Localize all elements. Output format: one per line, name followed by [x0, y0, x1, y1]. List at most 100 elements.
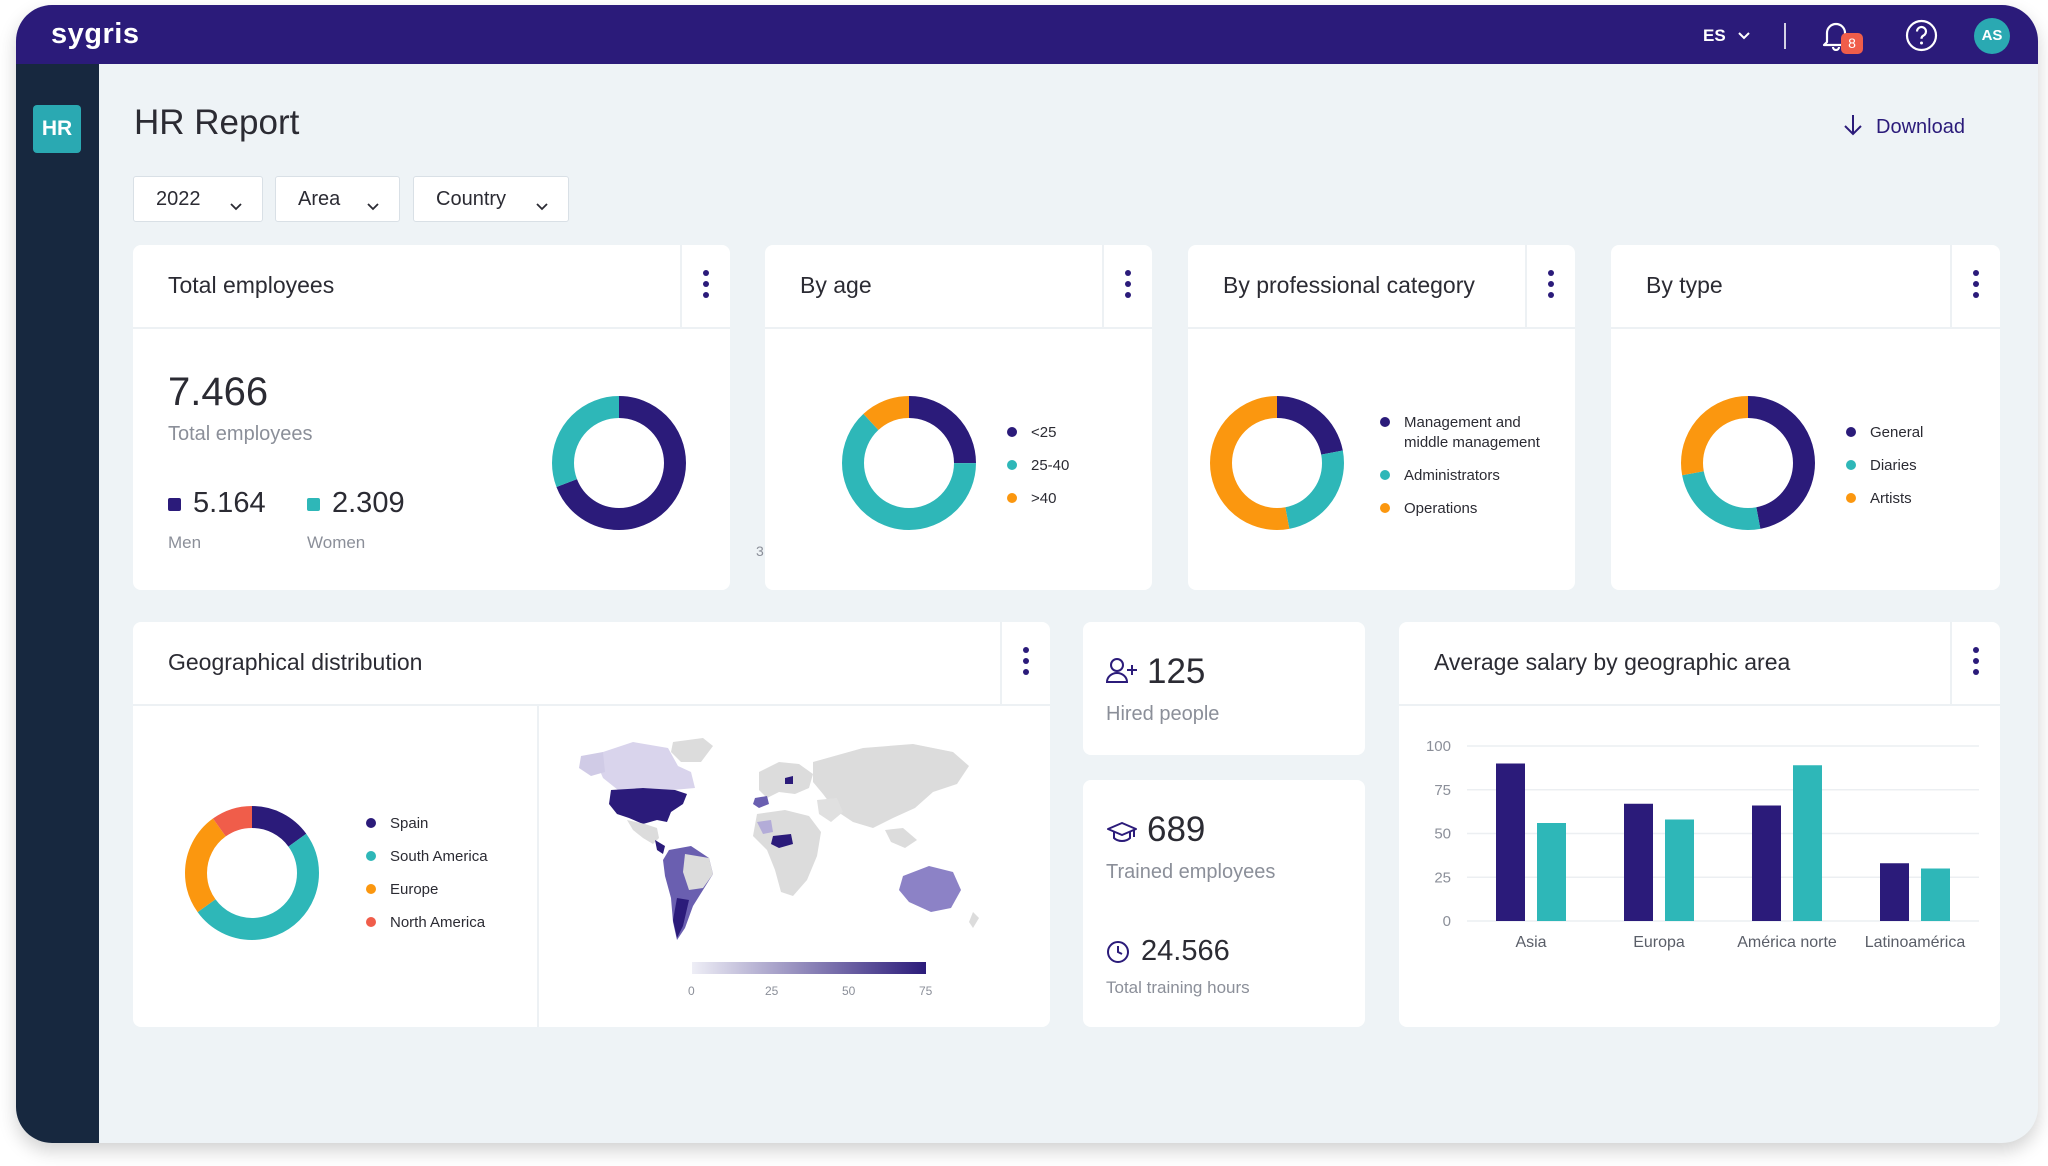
- legend-label-line: middle management: [1404, 434, 1540, 451]
- card-menu-button[interactable]: [1000, 622, 1050, 704]
- country-filter[interactable]: Country: [413, 176, 569, 222]
- x-tick-label: Latinoamérica: [1865, 934, 1966, 951]
- bar: [1793, 765, 1822, 921]
- map-region-spain: [753, 796, 769, 808]
- topbar-divider: [1784, 23, 1786, 49]
- notifications-button[interactable]: 8: [1821, 19, 1863, 55]
- area-filter-label: Area: [298, 187, 341, 210]
- card-header: By type: [1611, 245, 2000, 329]
- sidebar: HR: [16, 64, 99, 1143]
- card-menu-button[interactable]: [680, 245, 730, 327]
- country-filter-label: Country: [436, 187, 507, 210]
- bar: [1921, 868, 1950, 921]
- x-tick-label: Europa: [1633, 934, 1685, 951]
- legend-label: <25: [1031, 424, 1057, 441]
- top-bar: sygris ES 8 AS: [16, 5, 2038, 64]
- map-region-argentina: [673, 898, 689, 938]
- legend-label: Operations: [1404, 500, 1478, 517]
- card-menu-button[interactable]: [1525, 245, 1575, 327]
- page-title: HR Report: [134, 103, 300, 142]
- map-region-brazil: [683, 854, 713, 890]
- legend-label: Spain: [390, 815, 429, 832]
- chevron-down-icon: [1737, 27, 1750, 45]
- card-menu-button[interactable]: [1950, 622, 2000, 704]
- legend-label: Diaries: [1870, 457, 1917, 474]
- geographical-distribution-card: Geographical distribution Spain South Am…: [133, 622, 1050, 1027]
- card-title: Geographical distribution: [168, 649, 423, 675]
- training-hours-value: 24.566: [1141, 935, 1230, 967]
- area-filter[interactable]: Area: [275, 176, 400, 222]
- chevron-down-icon: [367, 194, 379, 217]
- bar: [1496, 763, 1525, 921]
- legend-label: Administrators: [1404, 467, 1500, 484]
- legend-label-line: Management and: [1404, 414, 1521, 431]
- x-tick-label: Asia: [1515, 934, 1546, 951]
- y-tick-label: 50: [1434, 826, 1451, 843]
- map-region-west-africa: [757, 820, 773, 834]
- download-button[interactable]: Download: [1842, 112, 1965, 142]
- bar: [1624, 803, 1653, 921]
- clock-icon: [1106, 940, 1130, 969]
- legend-label: >40: [1031, 490, 1057, 507]
- year-filter[interactable]: 2022: [133, 176, 263, 222]
- legend-dot: [1007, 427, 1017, 437]
- hr-module-label: HR: [41, 117, 73, 140]
- help-icon[interactable]: [1905, 19, 1938, 52]
- kebab-menu-icon: [1973, 646, 1979, 680]
- map-region-southeast-asia: [885, 828, 917, 848]
- map-region-canada: [597, 742, 695, 790]
- download-icon: [1842, 113, 1864, 142]
- legend-dot: [1007, 460, 1017, 470]
- hr-module-button[interactable]: HR: [33, 105, 81, 153]
- average-salary-card: Average salary by geographic area 0 25 50 7…: [1399, 622, 2000, 1027]
- map-region-central-africa: [771, 834, 793, 848]
- map-region-mexico: [627, 820, 659, 844]
- total-employees-card: Total employees 7.466 Total employees 5.…: [133, 245, 730, 590]
- card-title: Average salary by geographic area: [1434, 649, 1791, 675]
- total-employees-value: 7.466: [168, 370, 269, 414]
- men-value: 5.164: [193, 487, 266, 519]
- world-map: [579, 738, 979, 940]
- language-label: ES: [1703, 26, 1726, 45]
- map-region-greenland: [671, 738, 713, 762]
- total-employees-caption: Total employees: [168, 423, 313, 445]
- map-region-asia: [813, 744, 969, 828]
- donut-segment: [185, 806, 319, 940]
- training-hours-label: Total training hours: [1106, 978, 1250, 997]
- avatar[interactable]: AS: [1974, 18, 2010, 54]
- y-tick-label: 25: [1434, 869, 1451, 886]
- donut-segment: [1681, 396, 1815, 530]
- legend-label: Artists: [1870, 490, 1912, 507]
- card-title: By age: [800, 272, 872, 298]
- women-legend-swatch: [307, 498, 320, 511]
- notification-count-badge: 8: [1841, 33, 1863, 54]
- hired-people-value: 125: [1147, 652, 1206, 691]
- legend-dot: [1846, 460, 1856, 470]
- legend-dot: [1846, 427, 1856, 437]
- language-selector[interactable]: ES: [1703, 24, 1750, 48]
- legend-dot: [366, 851, 376, 861]
- men-legend-swatch: [168, 498, 181, 511]
- card-header: Geographical distribution: [133, 622, 1050, 706]
- legend-dot: [1380, 417, 1390, 427]
- bar: [1537, 823, 1566, 921]
- chevron-down-icon: [536, 194, 548, 217]
- card-title: Total employees: [168, 272, 335, 298]
- legend-label: 25-40: [1031, 457, 1070, 474]
- type-donut-chart: [1681, 396, 1815, 530]
- scale-tick-0: 0: [688, 984, 695, 998]
- map-color-scale: [692, 962, 926, 974]
- card-menu-button[interactable]: [1950, 245, 2000, 327]
- card-title: By professional category: [1223, 272, 1475, 298]
- bar: [1752, 805, 1781, 921]
- card-header: By professional category: [1188, 245, 1575, 329]
- women-label: Women: [307, 533, 366, 552]
- sygris-logo[interactable]: sygris: [51, 18, 140, 50]
- legend-dot: [1846, 493, 1856, 503]
- women-value: 2.309: [332, 487, 405, 519]
- map-region-france: [785, 776, 793, 784]
- trained-employees-label: Trained employees: [1106, 861, 1276, 883]
- by-age-card: By age <25 25-40 >40: [765, 245, 1152, 590]
- card-menu-button[interactable]: [1102, 245, 1152, 327]
- legend-label: General: [1870, 424, 1924, 441]
